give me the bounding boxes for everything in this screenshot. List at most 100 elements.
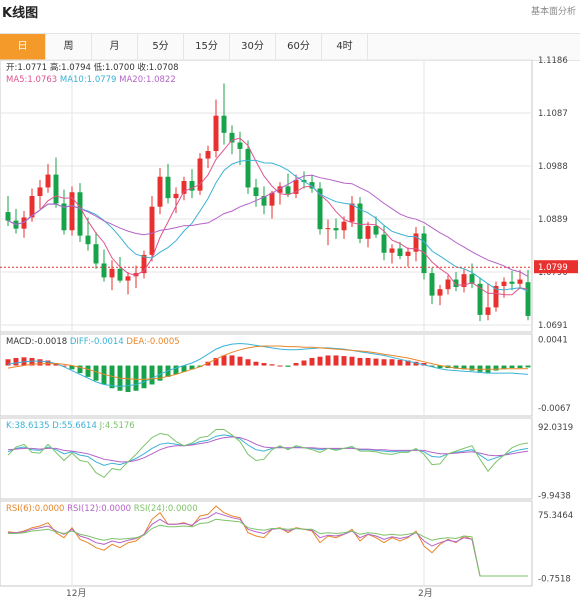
candle-body [469, 274, 475, 284]
price-tick-label: 1.1186 [538, 56, 568, 66]
ma5-line [7, 137, 529, 296]
tab-day[interactable]: 日 [0, 34, 46, 60]
macd-bar [165, 365, 171, 377]
page-title: K线图 [2, 6, 39, 21]
kdj-tick-label: -9.9438 [538, 492, 571, 502]
candle-body [261, 196, 267, 206]
pane-frame-macd [0, 333, 533, 417]
ohlc-info-item: 开:1.0771 [6, 63, 50, 73]
macd-bar [365, 357, 371, 366]
price-tick-label: 1.0889 [538, 215, 568, 225]
pane-frame-kdj [0, 417, 533, 500]
macd-bar [149, 365, 155, 385]
candle-body [389, 248, 395, 253]
tab-5min[interactable]: 5分 [138, 34, 184, 60]
candle-body [461, 274, 467, 288]
ma10-line [7, 159, 529, 292]
ohlc-info-item: 低:1.0700 [94, 62, 138, 73]
macd-bar [53, 363, 59, 366]
macd-bar [349, 356, 355, 366]
candle-body [357, 203, 363, 239]
fundamental-analysis-link[interactable]: 基本面分析 [530, 7, 576, 17]
candle-body [365, 225, 371, 239]
candle-body [253, 187, 259, 196]
candle-body [149, 206, 155, 255]
candle-body [445, 279, 451, 290]
macd-dea-line [7, 345, 528, 380]
last-price-label: 1.0799 [538, 263, 568, 273]
kdj-info-item: J:4.5176 [99, 421, 135, 431]
candle-body [53, 174, 59, 204]
kdj-k-line [7, 434, 529, 466]
tab-15min[interactable]: 15分 [184, 34, 230, 60]
candle-body [165, 176, 171, 199]
ohlc-info-item: 高:1.0794 [50, 62, 94, 73]
macd-bar [5, 359, 11, 366]
candle-body [173, 193, 179, 199]
ohlc-info-item: 收:1.0708 [137, 62, 178, 73]
candle-body [221, 115, 227, 133]
macd-bar [341, 356, 347, 366]
macd-tick-label: -0.0067 [538, 404, 571, 414]
candle-body [309, 182, 315, 189]
tab-month[interactable]: 月 [92, 34, 138, 60]
tab-week[interactable]: 周 [46, 34, 92, 60]
rsi-tick-label: 75.3464 [538, 511, 573, 521]
candle-body [381, 234, 387, 253]
macd-diff-line [7, 342, 529, 387]
ma-info-item: MA5:1.0763 [6, 75, 60, 85]
kdj-d-line [7, 436, 529, 463]
candle-body [405, 251, 411, 256]
rsi6-line [7, 505, 528, 577]
macd-bar [421, 363, 427, 366]
macd-bar [325, 355, 331, 366]
macd-bar [357, 357, 363, 366]
candle-body [213, 115, 219, 152]
candle-body [245, 148, 251, 188]
macd-bar [477, 365, 483, 372]
candle-body [317, 188, 323, 230]
macd-info-item: DIFF:-0.0014 [70, 337, 127, 347]
macd-bar [29, 357, 35, 366]
candle-body [117, 268, 123, 281]
candle-body [101, 263, 107, 278]
price-tick-label: 1.1087 [538, 109, 568, 119]
macd-bar [101, 365, 107, 385]
candle-body [501, 281, 507, 286]
macd-bar [461, 365, 467, 370]
macd-bar [77, 365, 83, 374]
candle-body [37, 187, 43, 196]
pane-frame-rsi [0, 500, 533, 587]
macd-bar [269, 364, 275, 366]
macd-bar [245, 359, 251, 366]
candle-body [157, 176, 163, 207]
macd-bar [157, 365, 163, 381]
rsi12-line [8, 512, 528, 577]
macd-bar [517, 365, 523, 369]
macd-bar [309, 357, 315, 366]
candle-body [453, 279, 459, 288]
macd-bar [453, 365, 459, 369]
ma-info-item: MA10:1.0779 [60, 75, 119, 85]
candle-body [197, 158, 203, 191]
macd-bar [317, 356, 323, 366]
candle-body [277, 186, 283, 193]
candle-body [293, 179, 299, 194]
candle-body [29, 196, 35, 218]
macd-bar [69, 365, 75, 370]
tab-4hour[interactable]: 4时 [322, 34, 368, 60]
candle-body [85, 235, 91, 245]
tab-30min[interactable]: 30分 [230, 34, 276, 60]
candle-body [325, 228, 331, 230]
x-tick-label-0: 12月 [66, 588, 86, 599]
tab-60min[interactable]: 60分 [276, 34, 322, 60]
macd-bar [229, 355, 235, 366]
macd-bar [85, 365, 91, 377]
macd-bar [253, 361, 259, 366]
kdj-info-item: D:55.6614 [52, 421, 99, 431]
candle-body [93, 244, 99, 264]
macd-bar [133, 365, 139, 391]
macd-bar [525, 365, 531, 368]
rsi-info: RSI(6):0.0000 RSI(12):0.0000 RSI(24):0.0… [6, 504, 198, 514]
